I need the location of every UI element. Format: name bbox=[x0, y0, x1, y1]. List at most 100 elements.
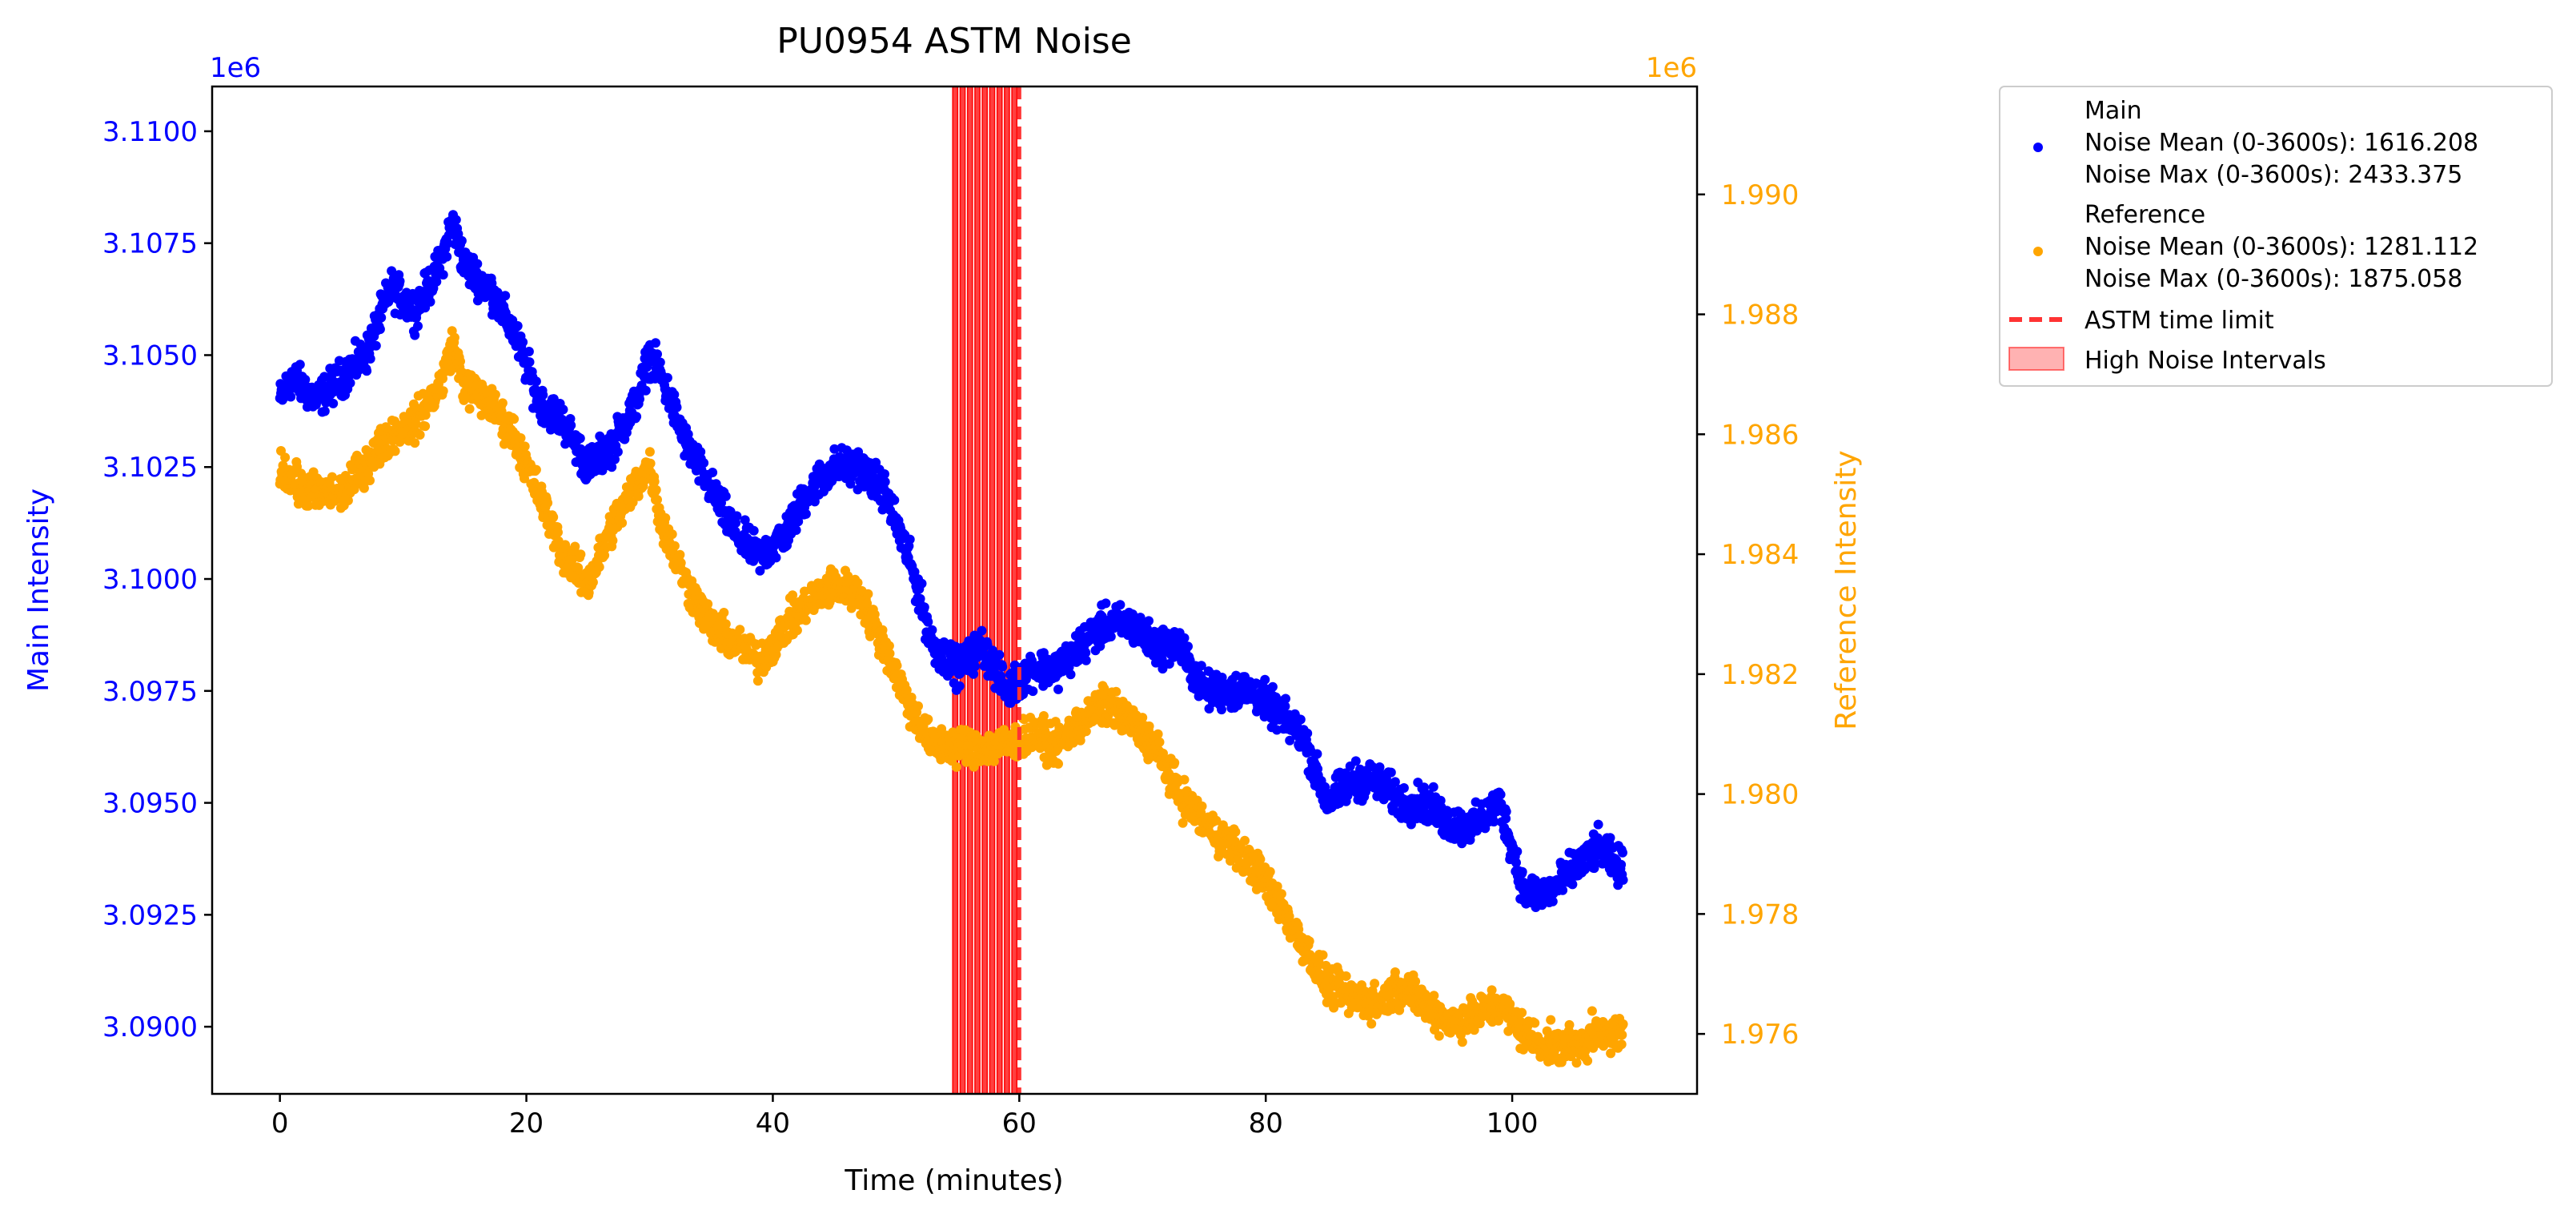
data-point bbox=[800, 508, 811, 519]
data-point bbox=[520, 441, 530, 452]
data-point bbox=[1081, 655, 1091, 665]
data-point bbox=[905, 534, 915, 545]
data-point bbox=[1312, 749, 1322, 759]
data-point bbox=[892, 661, 902, 671]
data-point bbox=[1558, 885, 1568, 895]
data-point bbox=[633, 491, 644, 501]
data-point bbox=[538, 390, 548, 400]
data-point bbox=[1284, 911, 1294, 922]
high-noise-interval bbox=[981, 86, 989, 1095]
data-point bbox=[1183, 641, 1193, 652]
high-noise-interval bbox=[1004, 86, 1010, 1095]
data-point bbox=[610, 454, 620, 464]
data-point bbox=[584, 588, 594, 598]
data-point bbox=[1618, 874, 1628, 885]
data-point bbox=[365, 476, 375, 485]
data-point bbox=[1469, 1025, 1479, 1035]
data-point bbox=[280, 452, 291, 463]
data-point bbox=[1115, 600, 1125, 610]
data-point bbox=[343, 496, 353, 505]
high-noise-interval bbox=[966, 86, 973, 1095]
data-point bbox=[829, 444, 840, 454]
data-point bbox=[1457, 1037, 1467, 1047]
data-point bbox=[431, 276, 442, 287]
data-point bbox=[512, 321, 523, 331]
data-point bbox=[748, 525, 759, 536]
data-point bbox=[732, 511, 742, 521]
data-point bbox=[413, 321, 423, 332]
data-point bbox=[792, 625, 802, 636]
data-point bbox=[915, 593, 925, 604]
data-point bbox=[1230, 826, 1241, 837]
data-point bbox=[1390, 967, 1400, 977]
data-point bbox=[1495, 790, 1506, 800]
data-point bbox=[865, 631, 875, 641]
data-point bbox=[885, 649, 895, 659]
data-point bbox=[1053, 684, 1063, 694]
data-point bbox=[1304, 936, 1314, 947]
main-series bbox=[275, 210, 1628, 912]
data-point bbox=[319, 372, 330, 382]
data-point bbox=[1512, 846, 1523, 857]
data-point bbox=[1197, 801, 1207, 811]
data-point bbox=[390, 446, 400, 456]
data-point bbox=[472, 295, 483, 306]
data-point bbox=[496, 406, 507, 416]
data-point bbox=[809, 496, 820, 507]
high-noise-intervals bbox=[952, 86, 1017, 1095]
data-point bbox=[1038, 711, 1049, 721]
data-point bbox=[649, 476, 660, 487]
data-point bbox=[612, 447, 623, 457]
data-point bbox=[524, 347, 534, 356]
data-point bbox=[438, 386, 448, 396]
data-point bbox=[371, 340, 381, 351]
data-point bbox=[560, 540, 571, 550]
data-point bbox=[1009, 660, 1020, 670]
data-point bbox=[472, 259, 483, 269]
data-point bbox=[1196, 661, 1206, 671]
data-point bbox=[543, 498, 553, 508]
data-point bbox=[1342, 790, 1353, 801]
data-point bbox=[1501, 806, 1511, 817]
data-point bbox=[1386, 767, 1396, 778]
data-point bbox=[793, 517, 804, 527]
data-point bbox=[497, 398, 508, 408]
data-point bbox=[568, 554, 578, 565]
data-point bbox=[1135, 613, 1146, 623]
data-point bbox=[566, 420, 576, 431]
data-point bbox=[1428, 782, 1438, 792]
data-point bbox=[669, 389, 680, 400]
data-point bbox=[420, 421, 431, 432]
data-point bbox=[509, 414, 520, 424]
data-point bbox=[880, 476, 890, 487]
data-point bbox=[1374, 762, 1385, 772]
data-point bbox=[524, 357, 535, 368]
data-point bbox=[771, 553, 781, 563]
data-point bbox=[1366, 1019, 1377, 1029]
data-point bbox=[375, 324, 385, 335]
data-point bbox=[362, 366, 372, 376]
data-point bbox=[359, 483, 369, 493]
data-point bbox=[791, 525, 801, 535]
data-point bbox=[345, 378, 355, 388]
data-point bbox=[628, 497, 638, 508]
data-point bbox=[588, 577, 598, 588]
data-point bbox=[997, 661, 1008, 672]
data-point bbox=[927, 625, 937, 635]
data-point bbox=[901, 685, 912, 695]
data-point bbox=[1111, 686, 1121, 697]
data-point bbox=[1081, 648, 1091, 658]
data-point bbox=[576, 549, 586, 560]
data-point bbox=[553, 527, 563, 537]
data-point bbox=[575, 433, 585, 444]
data-point bbox=[1231, 670, 1242, 681]
data-point bbox=[1487, 985, 1497, 995]
data-point bbox=[640, 385, 651, 396]
data-point bbox=[1370, 979, 1380, 989]
data-point bbox=[954, 681, 965, 691]
data-point bbox=[937, 724, 947, 734]
data-point bbox=[455, 356, 465, 367]
data-point bbox=[735, 625, 745, 635]
data-point bbox=[1605, 833, 1615, 843]
data-point bbox=[970, 661, 980, 672]
